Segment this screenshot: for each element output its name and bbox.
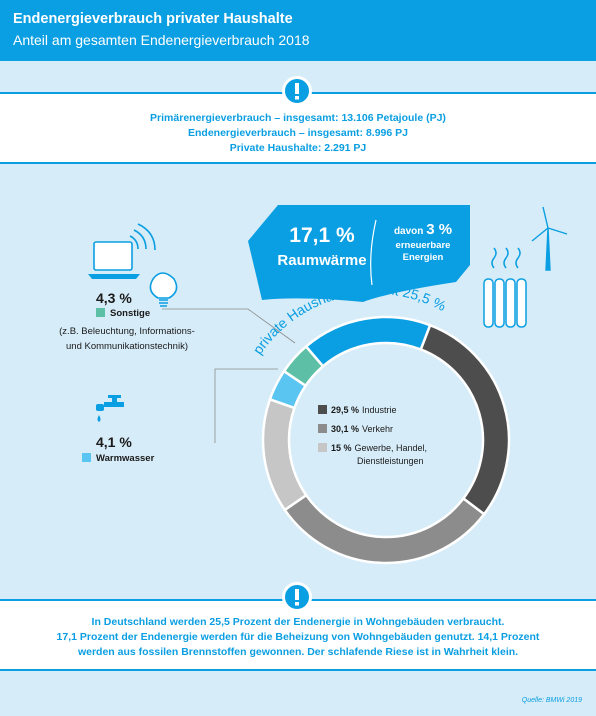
legend-label-verkehr: Verkehr <box>362 424 394 434</box>
sonstige-detail: (z.B. Beleuchtung, Informations- und Kom… <box>59 326 195 352</box>
slice-raumwaerme <box>304 315 432 369</box>
warmwasser-name: Warmwasser <box>96 453 155 464</box>
laptop-icon <box>88 223 156 279</box>
lightbulb-icon <box>149 272 178 307</box>
raumwaerme-banner <box>248 205 470 302</box>
renewable-value: 3 % <box>426 221 453 238</box>
sonstige-pct: 4,3 % <box>96 290 132 306</box>
warmwasser-label-block: 4,1 % <box>96 434 132 450</box>
legend-label-industrie: Industrie <box>362 405 397 415</box>
leader-line-warmwasser <box>214 368 278 443</box>
warmwasser-swatch <box>82 453 91 462</box>
sonstige-name: Sonstige <box>110 308 151 319</box>
legend-label-gewerbe: Gewerbe, Handel, <box>354 443 428 453</box>
raumwaerme-pct: 17,1 % <box>289 224 355 247</box>
info-top-line-1: Primärenergieverbrauch – insgesamt: 13.1… <box>150 112 446 124</box>
donut-ring <box>261 315 511 565</box>
sonstige-name-row: Sonstige <box>96 308 150 319</box>
renewable-note: davon 3 % erneuerbare Energien <box>378 221 468 264</box>
legend-industrie: 29,5 % Industrie <box>318 404 397 417</box>
legend-gewerbe: 15 % Gewerbe, Handel, <box>318 442 427 455</box>
info-bottom-line-3: werden aus fossilen Brennstoffen gewonne… <box>77 646 519 658</box>
exclamation-icon <box>282 76 312 106</box>
info-bottom-line-1: In Deutschland werden 25,5 Prozent der E… <box>91 616 505 628</box>
renewable-prefix: davon <box>393 226 424 237</box>
wind-turbine-icon <box>531 206 568 271</box>
page-title: Endenergieverbrauch privater Haushalte <box>13 11 293 27</box>
info-top-line-3: Private Haushalte: 2.291 PJ <box>229 142 367 154</box>
raumwaerme-name: Raumwärme <box>277 252 367 269</box>
slice-industrie <box>419 323 511 516</box>
header-bar: Endenergieverbrauch privater Haushalte A… <box>0 0 596 61</box>
legend-value-industrie: 29,5 % <box>331 405 360 415</box>
raumwaerme-divider <box>370 219 377 286</box>
legend-swatch-gewerbe <box>318 443 327 452</box>
source-note: Quelle: BMWi 2019 <box>521 697 582 704</box>
raumwaerme-label: 17,1 % Raumwärme <box>272 224 372 269</box>
radiator-icon <box>483 247 527 328</box>
info-bottom-line-2: 17,1 Prozent der Endenergie werden für d… <box>56 631 540 643</box>
legend-swatch-industrie <box>318 405 327 414</box>
sonstige-label-block: 4,3 % <box>96 290 132 306</box>
legend-gewerbe-line2: Dienstleistungen <box>357 456 424 466</box>
legend-swatch-verkehr <box>318 424 327 433</box>
faucet-icon <box>96 395 124 422</box>
legend-value-gewerbe: 15 % <box>331 443 352 453</box>
renewable-text: erneuerbare Energien <box>395 240 451 263</box>
slice-verkehr <box>283 493 486 565</box>
info-top-line-2: Endenergieverbrauch – insgesamt: 8.996 P… <box>187 127 408 139</box>
sonstige-swatch <box>96 308 105 317</box>
legend-value-verkehr: 30,1 % <box>331 424 360 434</box>
exclamation-icon <box>282 582 312 612</box>
info-box-top: Primärenergieverbrauch – insgesamt: 13.1… <box>0 92 596 164</box>
warmwasser-name-row: Warmwasser <box>82 453 154 464</box>
legend-verkehr: 30,1 % Verkehr <box>318 423 393 436</box>
page-subtitle: Anteil am gesamten Endenergieverbrauch 2… <box>13 32 310 48</box>
leader-line-sonstige <box>162 308 296 344</box>
warmwasser-pct: 4,1 % <box>96 434 132 450</box>
slice-gewerbe <box>261 397 308 512</box>
